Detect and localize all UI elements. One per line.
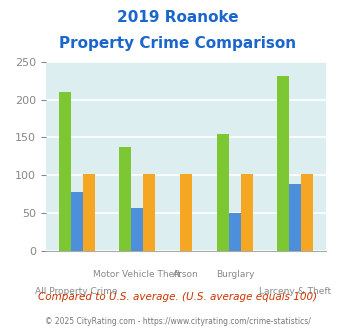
Bar xyxy=(241,175,253,251)
Bar xyxy=(143,175,155,251)
Bar xyxy=(180,175,192,251)
Bar xyxy=(59,92,71,251)
Bar xyxy=(83,175,95,251)
Text: Arson: Arson xyxy=(173,270,199,279)
Bar xyxy=(217,134,229,251)
Text: Motor Vehicle Theft: Motor Vehicle Theft xyxy=(93,270,181,279)
Bar xyxy=(71,192,83,251)
Bar xyxy=(131,209,143,251)
Bar xyxy=(229,213,241,251)
Text: © 2025 CityRating.com - https://www.cityrating.com/crime-statistics/: © 2025 CityRating.com - https://www.city… xyxy=(45,317,310,326)
Bar xyxy=(119,147,131,251)
Text: Compared to U.S. average. (U.S. average equals 100): Compared to U.S. average. (U.S. average … xyxy=(38,292,317,302)
Text: Property Crime Comparison: Property Crime Comparison xyxy=(59,36,296,51)
Text: 2019 Roanoke: 2019 Roanoke xyxy=(117,10,238,25)
Bar xyxy=(289,183,301,251)
Bar xyxy=(277,76,289,251)
Text: Burglary: Burglary xyxy=(216,270,255,279)
Text: Larceny & Theft: Larceny & Theft xyxy=(259,287,332,296)
Bar xyxy=(301,175,313,251)
Text: All Property Crime: All Property Crime xyxy=(36,287,118,296)
